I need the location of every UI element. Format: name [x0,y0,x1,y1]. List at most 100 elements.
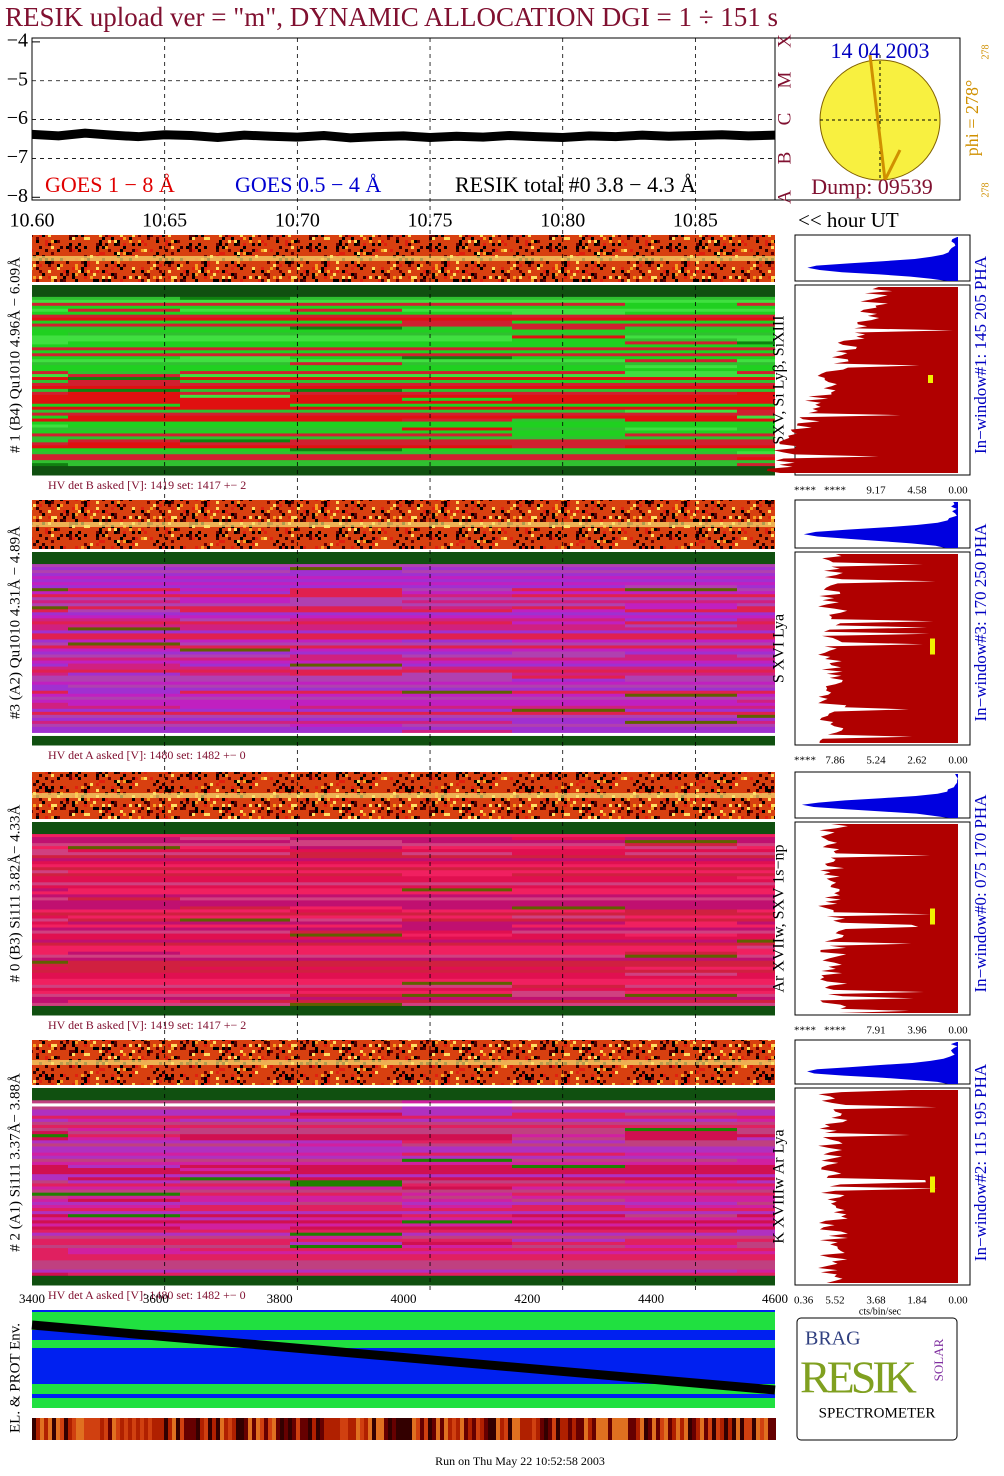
spectrogram-cell [512,347,625,351]
spectrogram-cell [68,311,180,316]
spectrogram-cell [512,1118,625,1123]
spectrogram-cell [512,1232,625,1237]
spectrogram-cell [290,843,402,847]
spectrogram-cell [68,326,180,331]
spectrogram-cell [32,290,68,295]
spectrogram-cell [402,870,512,874]
spectrogram-cell [402,885,512,889]
spectrogram-cell [625,299,737,304]
spectrogram-cell [32,897,68,901]
spectrogram-cell [737,445,775,449]
spectrogram-cell [32,1094,68,1098]
activity-strip [184,1418,188,1440]
spectrogram-cell [402,666,512,671]
spectrogram-cell [290,397,402,402]
spectrogram-cell [512,912,625,916]
spectrogram-cell [402,388,512,393]
spectrogram-cell [737,843,775,847]
spectrogram-cell [180,729,290,734]
spectrogram-cell [512,840,625,844]
spectrogram-cell [32,1008,68,1013]
spectrogram-cell [68,1097,180,1101]
activity-strip [272,1418,276,1440]
spectrogram-cell [737,879,775,883]
spectrogram-cell [625,912,737,916]
spectrogram-cell [290,714,402,719]
spectrogram-cell [737,1097,775,1101]
spectrogram-cell [512,876,625,880]
spectrogram-cell [68,981,180,986]
spectrogram-cell [68,735,180,740]
hist-tick-label: 7.86 [825,755,845,767]
spectrogram-cell [737,1186,775,1191]
hist-tick-label: 0.00 [948,1025,968,1037]
spectrogram-cell [290,1195,402,1200]
spectrogram-cell [402,621,512,625]
spectrogram-cell [180,696,290,701]
spectrogram-cell [290,472,402,476]
spectrogram-cell [32,921,68,926]
spectrogram-cell [68,394,180,399]
spectrogram-cell [625,1214,737,1218]
spectrogram-cell [737,561,775,565]
spectrogram-cell [290,1220,402,1224]
spectrogram-cell [402,927,512,932]
spectrogram-cell [625,906,737,910]
spectrogram-cell [68,1171,180,1175]
spectrogram-cell [68,921,180,926]
spectrogram-cell [68,451,180,455]
spectrogram-cell [737,579,775,583]
spectrogram-cell [180,903,290,907]
spectrogram-cell [625,403,737,408]
hist-tick-label: **** [794,755,816,767]
spectrogram-cell [180,1002,290,1007]
spectrogram-cell [737,651,775,656]
spectrogram-cell [737,678,775,683]
spectrogram-cell [512,837,625,841]
spectrogram-cell [32,320,68,325]
spectrogram-cell [32,723,68,728]
spectrogram-cell [180,305,290,310]
spectrogram-cell [512,311,625,316]
spectrogram-cell [402,1094,512,1098]
spectrogram-cell [32,624,68,628]
spectrogram-cell [68,561,180,565]
spectrogram-cell [737,341,775,345]
spectrogram-cell [180,1241,290,1246]
spectrogram-cell [68,380,180,384]
spectrogram-cell [512,960,625,965]
spectrogram-cell [180,424,290,428]
spectrogram-cell [737,732,775,737]
spectrogram-cell [290,672,402,677]
spectrogram-cell [32,984,68,989]
spectrogram-cell [180,1232,290,1237]
spectrogram-cell [180,326,290,331]
spectrogram-cell [180,1091,290,1095]
spectrogram-cell [290,642,402,646]
spectrogram-cell [625,1192,737,1197]
spectrogram-cell [737,1091,775,1095]
spectrogram-cell [180,391,290,396]
spectrogram-cell [68,567,180,571]
spectrogram-cell [290,412,402,417]
spectrogram-cell [32,585,68,589]
spectrogram-cell [32,600,68,604]
spectrogram-cell [512,555,625,559]
spectrogram-cell [402,876,512,880]
spectrogram-cell [625,840,737,844]
spectrogram-cell [625,822,737,826]
spectrogram-cell [290,1097,402,1101]
spectrogram-cell [290,311,402,316]
spectrogram-cell [512,903,625,907]
spectrogram-cell [32,618,68,622]
spectrogram-cell [737,738,775,743]
spectrogram-cell [625,891,737,895]
spectrogram-cell [290,415,402,420]
spectrogram-cell [290,648,402,653]
spectrogram-cell [180,1100,290,1104]
spectrogram-cell [180,1180,290,1184]
spectrogram-cell [180,960,290,965]
spectrogram-cell [625,445,737,449]
spectrogram-cell [402,1201,512,1206]
spectrogram-cell [290,338,402,342]
